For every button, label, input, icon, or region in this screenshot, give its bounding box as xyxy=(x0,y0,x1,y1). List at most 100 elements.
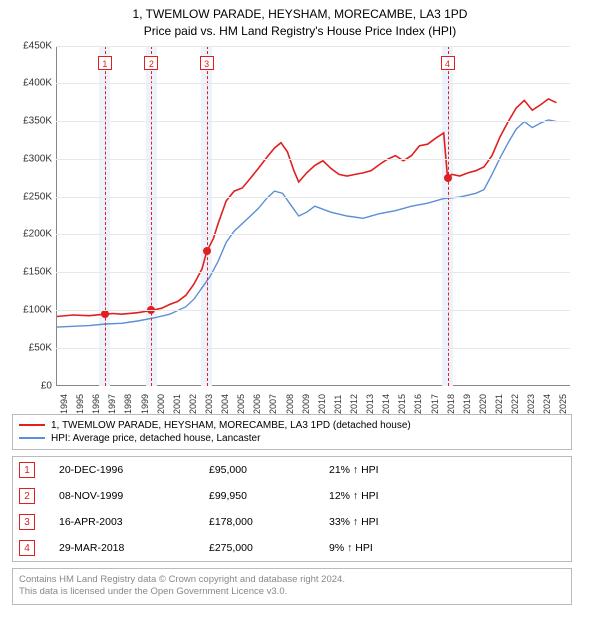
table-row: 3 16-APR-2003£178,00033% ↑ HPI xyxy=(13,509,571,535)
event-marker-box: 3 xyxy=(200,56,214,70)
event-index-box: 3 xyxy=(19,514,35,530)
series-line xyxy=(57,120,557,327)
x-tick-label: 2010 xyxy=(317,394,327,414)
x-tick-label: 2022 xyxy=(510,394,520,414)
x-tick-label: 2007 xyxy=(268,394,278,414)
event-delta: 12% ↑ HPI xyxy=(329,490,565,502)
events-table: 1 20-DEC-1996£95,00021% ↑ HPI 2 08-NOV-1999… xyxy=(12,456,572,562)
footer-line1: Contains HM Land Registry data © Crown c… xyxy=(19,574,565,587)
x-tick-label: 2012 xyxy=(349,394,359,414)
x-tick-label: 2014 xyxy=(381,394,391,414)
legend-swatch xyxy=(19,437,45,439)
x-tick-label: 2002 xyxy=(188,394,198,414)
x-tick-label: 2013 xyxy=(365,394,375,414)
table-row: 4 29-MAR-2018£275,0009% ↑ HPI xyxy=(13,535,571,561)
event-price: £275,000 xyxy=(209,542,329,554)
x-tick-label: 2005 xyxy=(236,394,246,414)
event-index-box: 2 xyxy=(19,488,35,504)
x-tick-label: 2025 xyxy=(558,394,568,414)
series-svg xyxy=(57,46,571,386)
event-price: £178,000 xyxy=(209,516,329,528)
x-tick-label: 2009 xyxy=(301,394,311,414)
event-point xyxy=(203,247,211,255)
event-marker-box: 2 xyxy=(144,56,158,70)
event-line xyxy=(207,46,208,386)
table-row: 1 20-DEC-1996£95,00021% ↑ HPI xyxy=(13,457,571,483)
x-tick-label: 2021 xyxy=(494,394,504,414)
event-price: £99,950 xyxy=(209,490,329,502)
x-tick-label: 2018 xyxy=(446,394,456,414)
footer-attribution: Contains HM Land Registry data © Crown c… xyxy=(12,568,572,606)
y-tick-label: £250K xyxy=(23,191,52,202)
x-tick-label: 2024 xyxy=(542,394,552,414)
x-tick-label: 2020 xyxy=(478,394,488,414)
x-tick-label: 1999 xyxy=(140,394,150,414)
event-date: 29-MAR-2018 xyxy=(59,542,209,554)
gridline xyxy=(56,272,570,273)
chart: 1 2 3 4 £0 £50K £100K £150K £200K £250K £300K £350… xyxy=(10,46,570,406)
event-date: 20-DEC-1996 xyxy=(59,464,209,476)
gridline xyxy=(56,234,570,235)
y-tick-label: £0 xyxy=(41,380,52,391)
gridline xyxy=(56,197,570,198)
x-tick-label: 2008 xyxy=(285,394,295,414)
title-line2: Price paid vs. HM Land Registry's House … xyxy=(10,23,590,40)
gridline xyxy=(56,310,570,311)
event-delta: 21% ↑ HPI xyxy=(329,464,565,476)
x-tick-label: 2019 xyxy=(462,394,472,414)
event-marker-box: 4 xyxy=(441,56,455,70)
x-tick-label: 2017 xyxy=(430,394,440,414)
legend-label: HPI: Average price, detached house, Lanc… xyxy=(51,433,260,444)
event-line xyxy=(448,46,449,386)
event-delta: 9% ↑ HPI xyxy=(329,542,565,554)
x-tick-label: 1995 xyxy=(75,394,85,414)
event-price: £95,000 xyxy=(209,464,329,476)
gridline xyxy=(56,46,570,47)
event-index-box: 4 xyxy=(19,540,35,556)
legend: 1, TWEMLOW PARADE, HEYSHAM, MORECAMBE, L… xyxy=(12,414,572,450)
event-date: 16-APR-2003 xyxy=(59,516,209,528)
title-line1: 1, TWEMLOW PARADE, HEYSHAM, MORECAMBE, L… xyxy=(10,6,590,23)
x-tick-label: 1997 xyxy=(107,394,117,414)
event-line xyxy=(105,46,106,386)
y-tick-label: £400K xyxy=(23,78,52,89)
y-tick-label: £350K xyxy=(23,116,52,127)
event-date: 08-NOV-1999 xyxy=(59,490,209,502)
x-tick-label: 2003 xyxy=(204,394,214,414)
plot-region: 1 2 3 4 xyxy=(56,46,570,386)
event-line xyxy=(151,46,152,386)
x-tick-label: 2000 xyxy=(156,394,166,414)
table-row: 2 08-NOV-1999£99,95012% ↑ HPI xyxy=(13,483,571,509)
x-tick-label: 1998 xyxy=(123,394,133,414)
gridline xyxy=(56,83,570,84)
y-tick-label: £150K xyxy=(23,267,52,278)
y-tick-label: £50K xyxy=(29,342,52,353)
legend-item: HPI: Average price, detached house, Lanc… xyxy=(19,432,565,445)
y-tick-label: £200K xyxy=(23,229,52,240)
event-delta: 33% ↑ HPI xyxy=(329,516,565,528)
x-tick-label: 2011 xyxy=(333,394,343,413)
y-tick-label: £450K xyxy=(23,40,52,51)
x-tick-label: 2015 xyxy=(397,394,407,414)
y-tick-label: £100K xyxy=(23,305,52,316)
x-tick-label: 1996 xyxy=(91,394,101,414)
gridline xyxy=(56,348,570,349)
event-index-box: 1 xyxy=(19,462,35,478)
y-tick-label: £300K xyxy=(23,153,52,164)
series-line xyxy=(57,98,557,316)
gridline xyxy=(56,121,570,122)
event-point xyxy=(444,174,452,182)
legend-item: 1, TWEMLOW PARADE, HEYSHAM, MORECAMBE, L… xyxy=(19,419,565,432)
event-marker-box: 1 xyxy=(98,56,112,70)
x-tick-label: 2004 xyxy=(220,394,230,414)
x-tick-label: 2001 xyxy=(172,394,182,414)
x-tick-label: 1994 xyxy=(59,394,69,414)
legend-label: 1, TWEMLOW PARADE, HEYSHAM, MORECAMBE, L… xyxy=(51,420,411,431)
x-tick-label: 2023 xyxy=(526,394,536,414)
x-tick-label: 2006 xyxy=(252,394,262,414)
legend-swatch xyxy=(19,424,45,426)
footer-line2: This data is licensed under the Open Gov… xyxy=(19,586,565,599)
x-tick-label: 2016 xyxy=(413,394,423,414)
gridline xyxy=(56,159,570,160)
chart-titles: 1, TWEMLOW PARADE, HEYSHAM, MORECAMBE, L… xyxy=(10,6,590,40)
